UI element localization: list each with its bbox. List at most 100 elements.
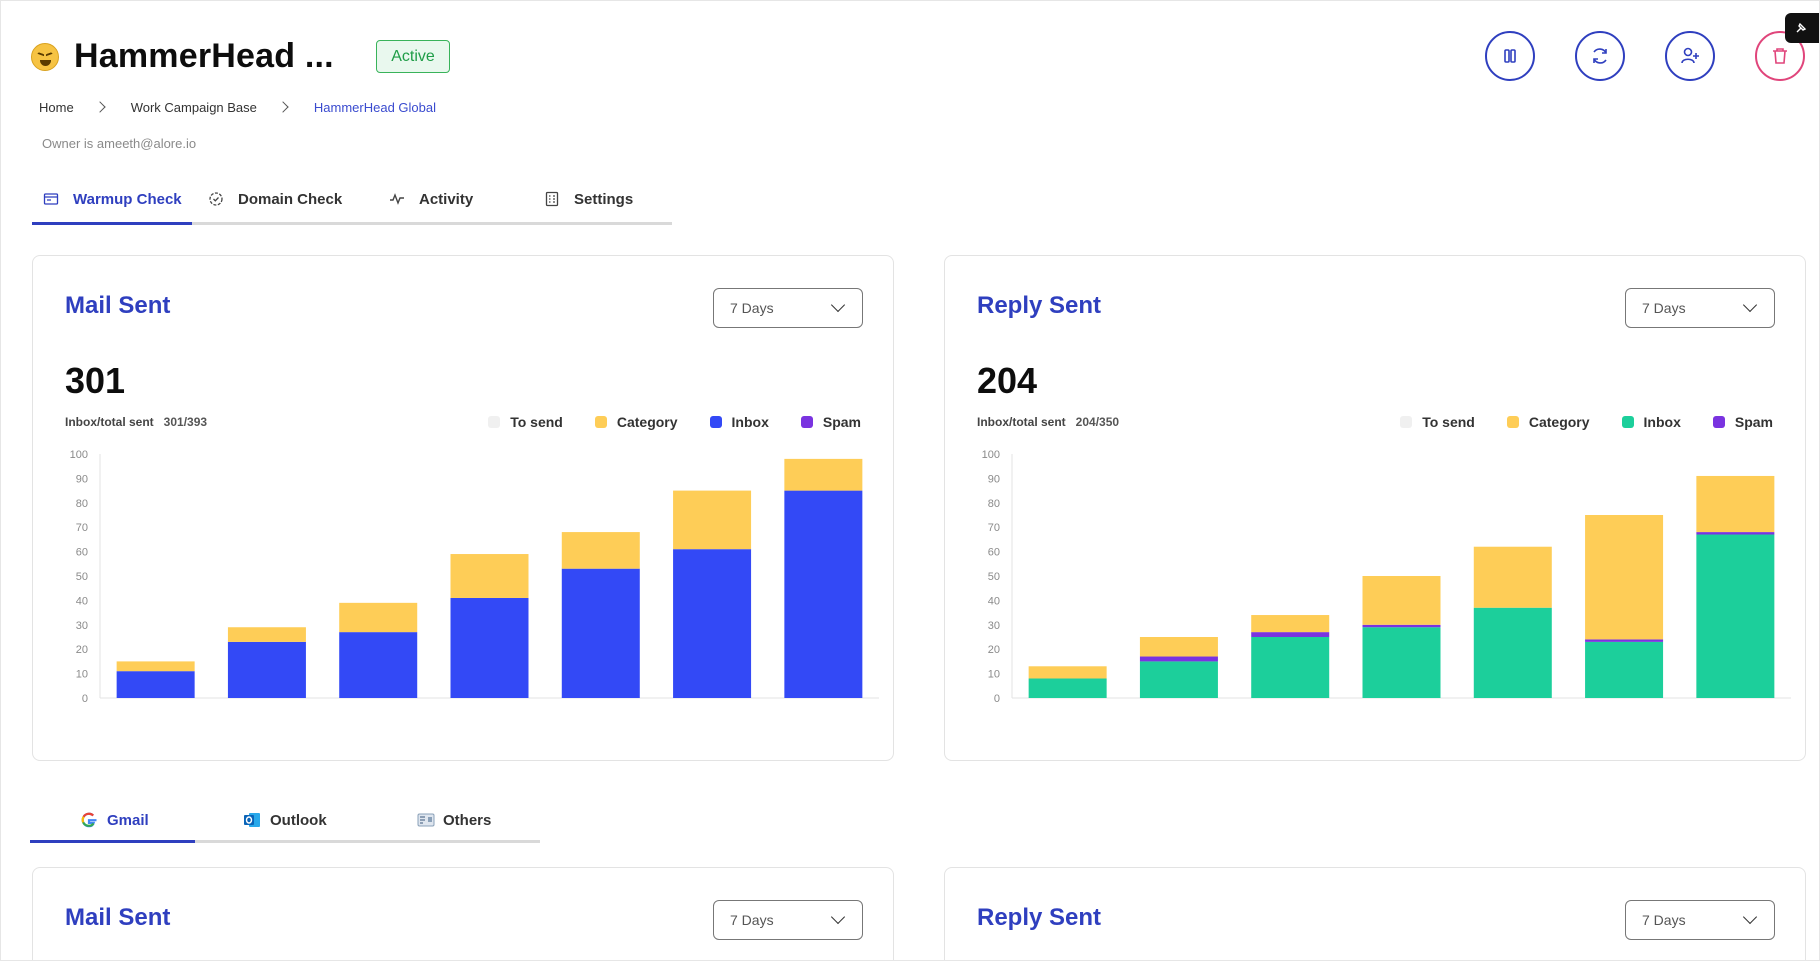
y-tick-label: 30 (988, 620, 1000, 632)
y-tick-label: 60 (988, 547, 1000, 559)
add-user-button[interactable] (1665, 31, 1715, 81)
y-tick-label: 70 (76, 522, 88, 534)
legend-label: Category (616, 414, 678, 430)
legend-inbox[interactable]: Inbox (709, 414, 769, 430)
tab-active-indicator (30, 840, 195, 843)
y-tick-label: 60 (76, 547, 88, 559)
y-tick-label: 50 (988, 571, 1000, 583)
y-tick-label: 90 (988, 473, 1000, 485)
chart-legend: To send Category Inbox Spam (456, 414, 861, 430)
bar-category (339, 602, 418, 633)
tab-label: Gmail (107, 811, 149, 829)
legend-to-send[interactable]: To send (1400, 414, 1475, 430)
legend-label: To send (1422, 414, 1475, 430)
mail-sent-chart: 010203040506070809010028-Sep29-Sep30-Sep… (70, 449, 879, 705)
y-tick-label: 80 (76, 498, 88, 510)
chevron-right-icon (277, 101, 289, 113)
legend-swatch (1712, 416, 1725, 428)
tab-settings[interactable]: Settings (544, 173, 633, 225)
tab-label: Settings (574, 190, 634, 208)
ratio-value: 301/393 (163, 415, 208, 429)
y-tick-label: 0 (82, 693, 88, 705)
chevron-down-icon (1742, 297, 1758, 313)
y-tick-label: 20 (988, 644, 1000, 656)
tab-warmup-check[interactable]: Warmup Check (43, 173, 182, 225)
bar-inbox (561, 568, 640, 698)
bar-category (1251, 615, 1330, 633)
y-tick-label: 0 (994, 693, 1000, 705)
legend-label: To send (510, 414, 563, 430)
y-tick-label: 90 (76, 473, 88, 485)
tab-domain-check[interactable]: Domain Check (208, 173, 342, 225)
tab-activity[interactable]: Activity (389, 173, 473, 225)
tab-others[interactable]: Others (417, 797, 491, 843)
breadcrumb-current[interactable]: HammerHead Global (313, 99, 437, 115)
bar-inbox (784, 490, 863, 698)
add-user-icon (1681, 47, 1699, 64)
period-dropdown[interactable]: 7 Days (1625, 900, 1775, 940)
bar-inbox (1585, 641, 1664, 698)
outlook-icon (244, 813, 260, 827)
pause-icon (1504, 49, 1516, 63)
page-title: HammerHead ... (74, 37, 334, 75)
bar-category (116, 661, 195, 672)
period-dropdown[interactable]: 7 Days (713, 900, 863, 940)
bar-inbox (1139, 661, 1218, 698)
ratio-value: 204/350 (1075, 415, 1120, 429)
tab-outlook[interactable]: Outlook (242, 797, 327, 843)
trash-icon (1773, 48, 1787, 64)
refresh-icon (1593, 48, 1607, 64)
bar-category (784, 458, 863, 491)
bar-inbox (1028, 678, 1107, 698)
y-tick-label: 100 (982, 449, 1000, 461)
total-count: 301 (65, 360, 126, 401)
gmail-reply-sent-card: Reply Sent 7 Days (944, 867, 1806, 960)
bar-inbox (1251, 637, 1330, 698)
refresh-button[interactable] (1575, 31, 1625, 81)
bar-category (1473, 546, 1552, 608)
bar-category (1139, 637, 1218, 657)
dropdown-value: 7 Days (1642, 300, 1686, 316)
legend-spam[interactable]: Spam (1712, 414, 1773, 430)
tab-gmail[interactable]: Gmail (79, 797, 149, 843)
bar-category (1585, 515, 1664, 640)
pin-icon (1796, 22, 1807, 33)
legend-category[interactable]: Category (1506, 414, 1590, 430)
bar-inbox (1696, 534, 1775, 698)
bar-spam (1362, 624, 1441, 628)
bar-spam (1139, 656, 1218, 662)
owner-text: Owner is ameeth@alore.io (42, 136, 197, 151)
tab-active-indicator (32, 222, 192, 225)
dropdown-value: 7 Days (1642, 912, 1686, 928)
bar-inbox (339, 632, 418, 698)
extension-tab[interactable] (1785, 13, 1819, 43)
bar-category (673, 490, 752, 550)
tab-label: Activity (419, 190, 474, 208)
breadcrumb: Home Work Campaign Base HammerHead Globa… (39, 97, 436, 117)
legend-inbox[interactable]: Inbox (1621, 414, 1681, 430)
ratio-label: Inbox/total sent (65, 415, 154, 429)
bar-inbox (1362, 627, 1441, 698)
legend-spam[interactable]: Spam (800, 414, 861, 430)
dropdown-value: 7 Days (730, 912, 774, 928)
legend-swatch (800, 416, 813, 428)
breadcrumb-campaign-base[interactable]: Work Campaign Base (130, 99, 257, 115)
legend-label: Category (1528, 414, 1590, 430)
breadcrumb-home[interactable]: Home (39, 99, 74, 115)
y-tick-label: 100 (70, 449, 88, 461)
period-dropdown[interactable]: 7 Days (1625, 288, 1775, 328)
dropdown-value: 7 Days (730, 300, 774, 316)
inbox-ratio: Inbox/total sent 301/393 (65, 415, 207, 429)
legend-label: Inbox (731, 414, 769, 430)
bar-spam (1696, 532, 1775, 535)
card-title: Reply Sent (977, 292, 1102, 319)
bar-category (1362, 576, 1441, 625)
legend-category[interactable]: Category (594, 414, 678, 430)
legend-swatch (488, 416, 501, 428)
legend-to-send[interactable]: To send (488, 414, 563, 430)
pause-button[interactable] (1485, 31, 1535, 81)
legend-label: Inbox (1643, 414, 1681, 430)
period-dropdown[interactable]: 7 Days (713, 288, 863, 328)
card-title: Mail Sent (65, 904, 171, 931)
activity-icon (390, 193, 404, 205)
